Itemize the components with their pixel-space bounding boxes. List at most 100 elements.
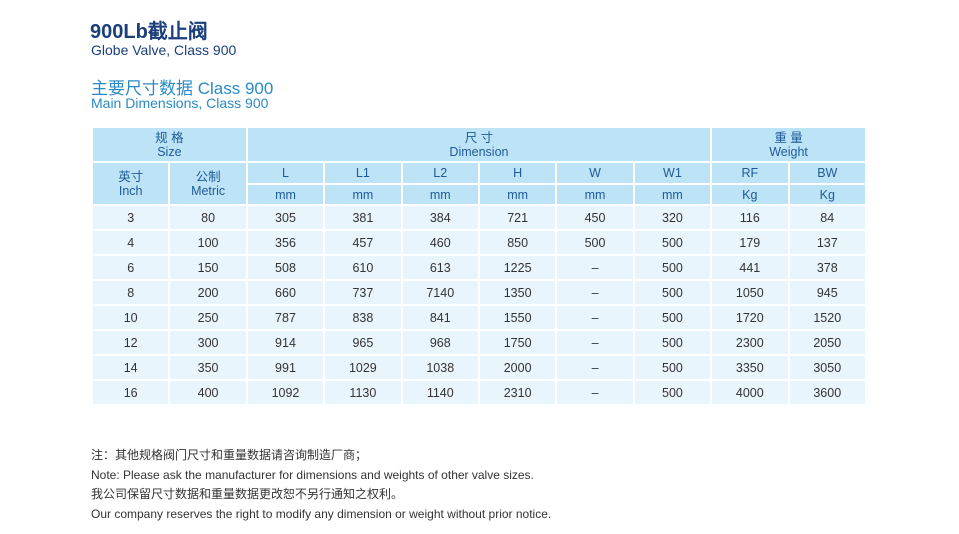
table-cell: 660	[245, 279, 326, 306]
table-cell: 400	[168, 379, 248, 406]
unit-header: mm	[477, 183, 558, 206]
table-cell: 2300	[710, 329, 790, 356]
table-cell: 12	[90, 329, 171, 356]
title-en: Globe Valve, Class 900	[91, 42, 237, 58]
unit-header: Kg	[787, 183, 868, 206]
table-cell: 737	[323, 279, 403, 306]
table-cell: 1092	[245, 379, 326, 406]
table-cell: 457	[323, 229, 403, 256]
table-cell: 500	[632, 354, 713, 381]
table-row: 6 150 508 610 613 1225–500 441 378	[90, 254, 868, 281]
table-cell: 179	[710, 229, 790, 256]
table-cell: 378	[787, 254, 868, 281]
table-row: 4 100 356 457 460 850 500 500 179 137	[90, 229, 868, 256]
table-cell: 305	[245, 204, 326, 231]
table-cell: –	[555, 379, 635, 406]
group-weight: 重 量 Weight	[710, 126, 867, 163]
unit-header: mm	[245, 183, 326, 206]
table-row: 14 350 991 1029 1038 2000–500 3350 3050	[90, 354, 868, 381]
table-cell: 721	[477, 204, 558, 231]
col-metric: 公制 Metric	[168, 161, 248, 206]
table-cell: 4000	[710, 379, 790, 406]
table-cell: 968	[400, 329, 480, 356]
table-cell: 610	[323, 254, 403, 281]
table-cell: 450	[555, 204, 635, 231]
table-cell: 1130	[323, 379, 403, 406]
table-cell: 7140	[400, 279, 480, 306]
table-cell: 3600	[787, 379, 868, 406]
table-cell: 1750	[477, 329, 558, 356]
table-cell: 80	[168, 204, 248, 231]
table-cell: 1038	[400, 354, 480, 381]
col-header: L2	[400, 161, 480, 185]
table-cell: 150	[168, 254, 248, 281]
table-cell: 841	[400, 304, 480, 331]
subtitle-cn: 主要尺寸数据 Class 900	[91, 79, 274, 98]
table-cell: 320	[632, 204, 713, 231]
group-size: 规 格 Size	[91, 126, 248, 163]
table-cell: 914	[245, 329, 326, 356]
table-cell: 250	[168, 304, 248, 331]
table-cell: 1520	[787, 304, 868, 331]
col-header: W	[555, 161, 635, 185]
table-cell: 500	[632, 379, 713, 406]
subtitle-en: Main Dimensions, Class 900	[91, 95, 269, 111]
table-cell: 500	[632, 229, 713, 256]
table-row: 16 400 1092 1130 1140 2310–500 4000 3600	[90, 379, 868, 406]
table-cell: 500	[632, 329, 713, 356]
table-cell: 965	[323, 329, 403, 356]
table-cell: 838	[323, 304, 403, 331]
table-cell: 991	[245, 354, 326, 381]
unit-header: mm	[555, 183, 635, 206]
table-cell: 3050	[787, 354, 868, 381]
table-cell: 460	[400, 229, 480, 256]
table-cell: 100	[168, 229, 248, 256]
table-cell: 1029	[323, 354, 403, 381]
table-cell: 1050	[710, 279, 790, 306]
table-cell: 441	[710, 254, 790, 281]
table-cell: 300	[168, 329, 248, 356]
table-row: 12 300 914 965 968 1750–500 2300 2050	[90, 329, 868, 356]
dimensions-table: 规 格 Size 尺 寸 Dimension 重 量 Weight 英寸 Inch 公制…	[90, 126, 868, 406]
table-cell: 8	[90, 279, 171, 306]
table-cell: –	[555, 279, 635, 306]
col-header: RF	[710, 161, 790, 185]
table-cell: 16	[90, 379, 171, 406]
table-cell: 2050	[787, 329, 868, 356]
col-header: L1	[323, 161, 403, 185]
note-line: Our company reserves the right to modify…	[91, 506, 552, 521]
table-cell: 2310	[477, 379, 558, 406]
table-cell: 384	[400, 204, 480, 231]
col-header: L	[245, 161, 326, 185]
table-cell: 84	[787, 204, 868, 231]
table-cell: 4	[90, 229, 171, 256]
table-cell: 381	[323, 204, 403, 231]
table-cell: 850	[477, 229, 558, 256]
col-header: H	[477, 161, 558, 185]
table-cell: 10	[90, 304, 171, 331]
col-inch: 英寸 Inch	[90, 161, 171, 206]
note-line: Note: Please ask the manufacturer for di…	[91, 467, 534, 482]
table-cell: –	[555, 254, 635, 281]
table-cell: 356	[245, 229, 326, 256]
table-cell: 500	[632, 279, 713, 306]
table-cell: 3	[90, 204, 171, 231]
table-cell: 14	[90, 354, 171, 381]
table-cell: 350	[168, 354, 248, 381]
table-cell: 1720	[710, 304, 790, 331]
table-cell: 137	[787, 229, 868, 256]
title-cn: 900Lb截止阀	[90, 21, 208, 43]
col-header: W1	[632, 161, 713, 185]
table-cell: 1140	[400, 379, 480, 406]
table-cell: 3350	[710, 354, 790, 381]
table-cell: 945	[787, 279, 868, 306]
table-cell: –	[555, 354, 635, 381]
table-cell: –	[555, 304, 635, 331]
table-row: 3 80 305 381 384 721 450 320 116 84	[90, 204, 868, 231]
unit-header: mm	[400, 183, 480, 206]
table-cell: 500	[632, 254, 713, 281]
unit-header: Kg	[710, 183, 790, 206]
unit-header: mm	[323, 183, 403, 206]
table-row: 8 200 660 737 7140 1350–500 1050 945	[90, 279, 868, 306]
table-cell: 787	[245, 304, 326, 331]
